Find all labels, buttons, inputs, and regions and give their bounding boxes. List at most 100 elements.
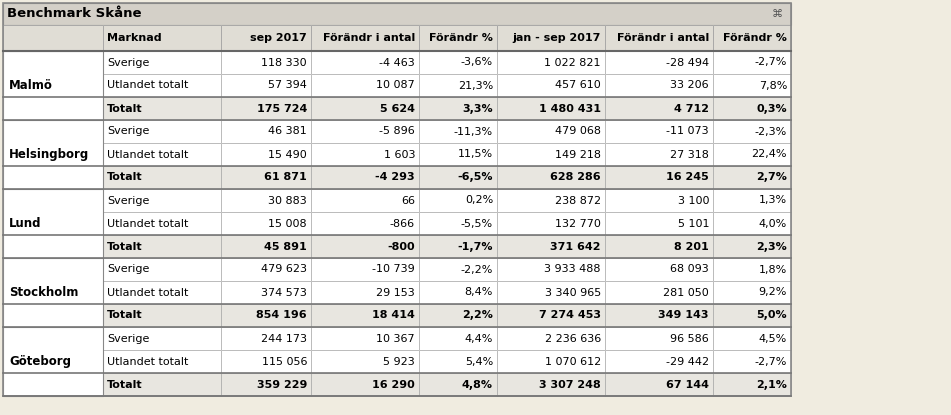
Text: 479 623: 479 623: [261, 264, 307, 274]
Bar: [419, 97, 497, 120]
Text: 66: 66: [401, 195, 415, 205]
Text: 118 330: 118 330: [262, 58, 307, 68]
Bar: [605, 189, 713, 212]
Bar: [605, 281, 713, 304]
Text: 46 381: 46 381: [268, 127, 307, 137]
Bar: [103, 166, 221, 189]
Bar: [605, 235, 713, 258]
Bar: [103, 120, 221, 143]
Text: 45 891: 45 891: [264, 242, 307, 251]
Bar: [605, 143, 713, 166]
Text: 238 872: 238 872: [554, 195, 601, 205]
Bar: [311, 327, 419, 350]
Text: Sverige: Sverige: [107, 264, 149, 274]
Bar: [497, 212, 605, 235]
Bar: [419, 74, 497, 97]
Bar: [713, 143, 791, 166]
Bar: [311, 25, 419, 51]
Bar: [713, 25, 791, 51]
Bar: [497, 281, 605, 304]
Text: Förändr %: Förändr %: [429, 33, 493, 43]
Bar: [221, 212, 311, 235]
Bar: [419, 25, 497, 51]
Text: 4,4%: 4,4%: [465, 334, 493, 344]
Text: -4 293: -4 293: [376, 173, 415, 183]
Bar: [497, 120, 605, 143]
Bar: [103, 74, 221, 97]
Text: -4 463: -4 463: [379, 58, 415, 68]
Text: -11 073: -11 073: [667, 127, 709, 137]
Text: -3,6%: -3,6%: [461, 58, 493, 68]
Text: Stockholm: Stockholm: [9, 286, 78, 299]
Bar: [221, 97, 311, 120]
Bar: [103, 304, 221, 327]
Bar: [713, 281, 791, 304]
Bar: [221, 51, 311, 74]
Text: Totalt: Totalt: [107, 103, 143, 113]
Bar: [311, 189, 419, 212]
Text: 5 923: 5 923: [383, 356, 415, 366]
Bar: [605, 304, 713, 327]
Bar: [311, 74, 419, 97]
Bar: [419, 25, 497, 51]
Bar: [497, 166, 605, 189]
Bar: [221, 25, 311, 51]
Bar: [311, 166, 419, 189]
Bar: [311, 235, 419, 258]
Text: 10 367: 10 367: [377, 334, 415, 344]
Text: Utlandet totalt: Utlandet totalt: [107, 149, 188, 159]
Bar: [419, 120, 497, 143]
Text: 11,5%: 11,5%: [457, 149, 493, 159]
Text: Lund: Lund: [9, 217, 42, 230]
Text: 57 394: 57 394: [268, 81, 307, 90]
Bar: [605, 51, 713, 74]
Bar: [605, 189, 713, 212]
Bar: [605, 327, 713, 350]
Bar: [221, 327, 311, 350]
Bar: [713, 212, 791, 235]
Bar: [497, 373, 605, 396]
Bar: [419, 373, 497, 396]
Bar: [221, 74, 311, 97]
Bar: [311, 120, 419, 143]
Text: 9,2%: 9,2%: [759, 288, 787, 298]
Bar: [103, 281, 221, 304]
Bar: [311, 235, 419, 258]
Bar: [713, 235, 791, 258]
Bar: [713, 258, 791, 281]
Bar: [419, 281, 497, 304]
Bar: [103, 258, 221, 281]
Bar: [497, 74, 605, 97]
Text: 3 933 488: 3 933 488: [545, 264, 601, 274]
Bar: [419, 212, 497, 235]
Bar: [311, 166, 419, 189]
Bar: [605, 74, 713, 97]
Bar: [221, 235, 311, 258]
Bar: [103, 97, 221, 120]
Bar: [419, 373, 497, 396]
Bar: [103, 212, 221, 235]
Bar: [419, 281, 497, 304]
Text: 149 218: 149 218: [555, 149, 601, 159]
Text: 3 340 965: 3 340 965: [545, 288, 601, 298]
Bar: [713, 74, 791, 97]
Bar: [103, 25, 221, 51]
Text: -2,7%: -2,7%: [755, 356, 787, 366]
Bar: [497, 304, 605, 327]
Bar: [713, 97, 791, 120]
Bar: [497, 304, 605, 327]
Bar: [605, 304, 713, 327]
Bar: [605, 350, 713, 373]
Text: Sverige: Sverige: [107, 127, 149, 137]
Bar: [311, 143, 419, 166]
Text: 27 318: 27 318: [670, 149, 709, 159]
Text: 5,4%: 5,4%: [465, 356, 493, 366]
Text: 67 144: 67 144: [666, 379, 709, 390]
Bar: [419, 235, 497, 258]
Bar: [221, 212, 311, 235]
Bar: [3, 327, 103, 396]
Text: 115 056: 115 056: [262, 356, 307, 366]
Text: 4,5%: 4,5%: [759, 334, 787, 344]
Text: 15 490: 15 490: [268, 149, 307, 159]
Bar: [311, 281, 419, 304]
